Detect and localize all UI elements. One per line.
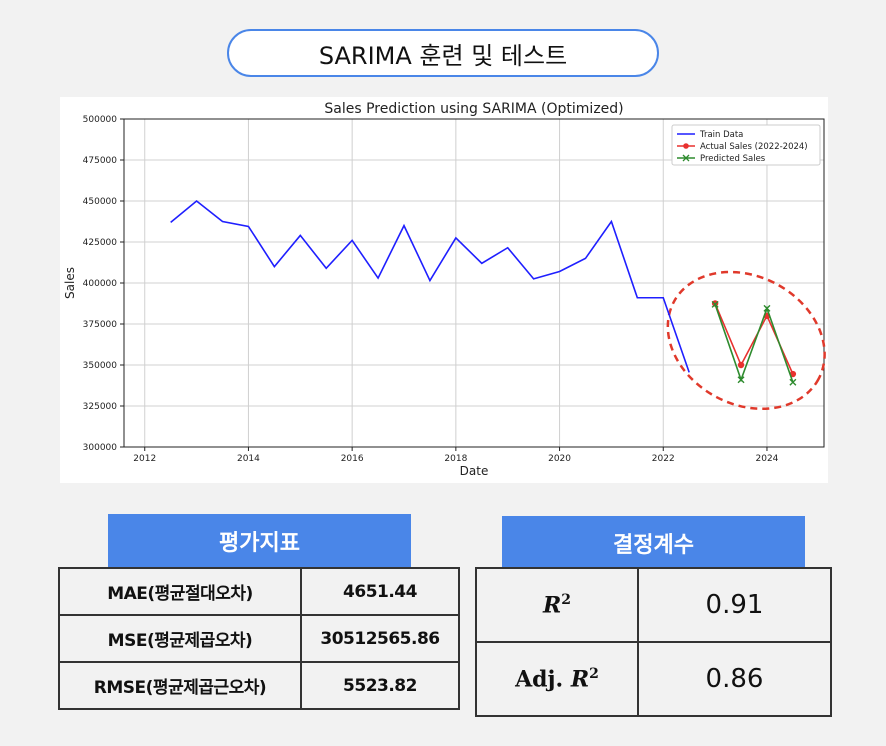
series-line-2	[714, 304, 794, 383]
y-tick-label: 500000	[83, 115, 118, 125]
legend-marker	[682, 154, 690, 162]
legend-marker	[683, 143, 689, 149]
table-row: Adj. R2 0.86	[475, 641, 832, 717]
y-tick-label: 475000	[83, 156, 118, 166]
coefficient-table: R2 0.91 Adj. R2 0.86	[475, 567, 832, 717]
metrics-table: MAE(평균절대오차) 4651.44 MSE(평균제곱오차) 30512565…	[58, 567, 460, 710]
coefficient-header: 결정계수	[502, 516, 805, 569]
y-tick-label: 325000	[83, 402, 118, 412]
adj-r2-exponent: 2	[589, 665, 599, 682]
x-axis-label: Date	[460, 464, 489, 478]
metric-value: 4651.44	[300, 567, 460, 616]
table-row: MSE(평균제곱오차) 30512565.86	[58, 614, 460, 663]
x-tick-label: 2020	[548, 454, 571, 464]
y-tick-label: 450000	[83, 197, 118, 207]
metric-value: 30512565.86	[300, 614, 460, 663]
adj-prefix: Adj.	[515, 666, 564, 693]
metrics-header: 평가지표	[108, 514, 411, 567]
sales-line-chart: 300000 325000 350000 375000 400000 425000 4500…	[63, 101, 826, 478]
metric-value: 5523.82	[300, 661, 460, 710]
legend-box	[671, 124, 821, 166]
x-tick-label: 2016	[341, 454, 364, 464]
table-row: R2 0.91	[475, 567, 832, 643]
adj-r2-symbol: Adj. R2	[475, 641, 639, 717]
table-row: MAE(평균절대오차) 4651.44	[58, 567, 460, 616]
data-point-predicted	[763, 304, 771, 312]
r2-letter: R	[542, 592, 562, 619]
data-point-predicted	[737, 376, 745, 384]
series-line-0	[170, 199, 690, 373]
highlight-ellipse	[666, 270, 826, 411]
x-tick-label: 2012	[133, 454, 156, 464]
data-point-actual	[737, 361, 745, 369]
metric-label: RMSE(평균제곱근오차)	[58, 661, 302, 710]
legend-label: Train Data	[699, 130, 743, 140]
y-tick-label: 300000	[83, 443, 118, 453]
chart-panel: 300000 325000 350000 375000 400000 425000 4500…	[60, 97, 828, 483]
page-title: SARIMA 훈련 및 테스트	[227, 29, 659, 77]
y-tick-label: 425000	[83, 238, 118, 248]
x-tick-label: 2018	[444, 454, 467, 464]
legend-label: Predicted Sales	[700, 154, 766, 164]
r2-exponent: 2	[561, 591, 572, 608]
data-point-predicted	[789, 378, 797, 386]
metric-label: MSE(평균제곱오차)	[58, 614, 302, 663]
x-tick-label: 2022	[652, 454, 675, 464]
r2-value: 0.91	[637, 567, 832, 643]
chart-title: Sales Prediction using SARIMA (Optimized…	[324, 101, 623, 117]
legend-label: Actual Sales (2022-2024)	[700, 142, 808, 152]
y-tick-label: 350000	[83, 361, 118, 371]
y-axis-label: Sales	[63, 267, 77, 299]
y-tick-label: 375000	[83, 320, 118, 330]
y-tick-label: 400000	[83, 279, 118, 289]
x-tick-label: 2024	[756, 454, 779, 464]
r2-symbol: R2	[475, 567, 639, 643]
adj-r2-letter: R	[570, 666, 590, 693]
adj-r2-value: 0.86	[637, 641, 832, 717]
data-point-predicted	[711, 300, 719, 308]
metric-label: MAE(평균절대오차)	[58, 567, 302, 616]
x-tick-label: 2014	[237, 454, 260, 464]
table-row: RMSE(평균제곱근오차) 5523.82	[58, 661, 460, 710]
